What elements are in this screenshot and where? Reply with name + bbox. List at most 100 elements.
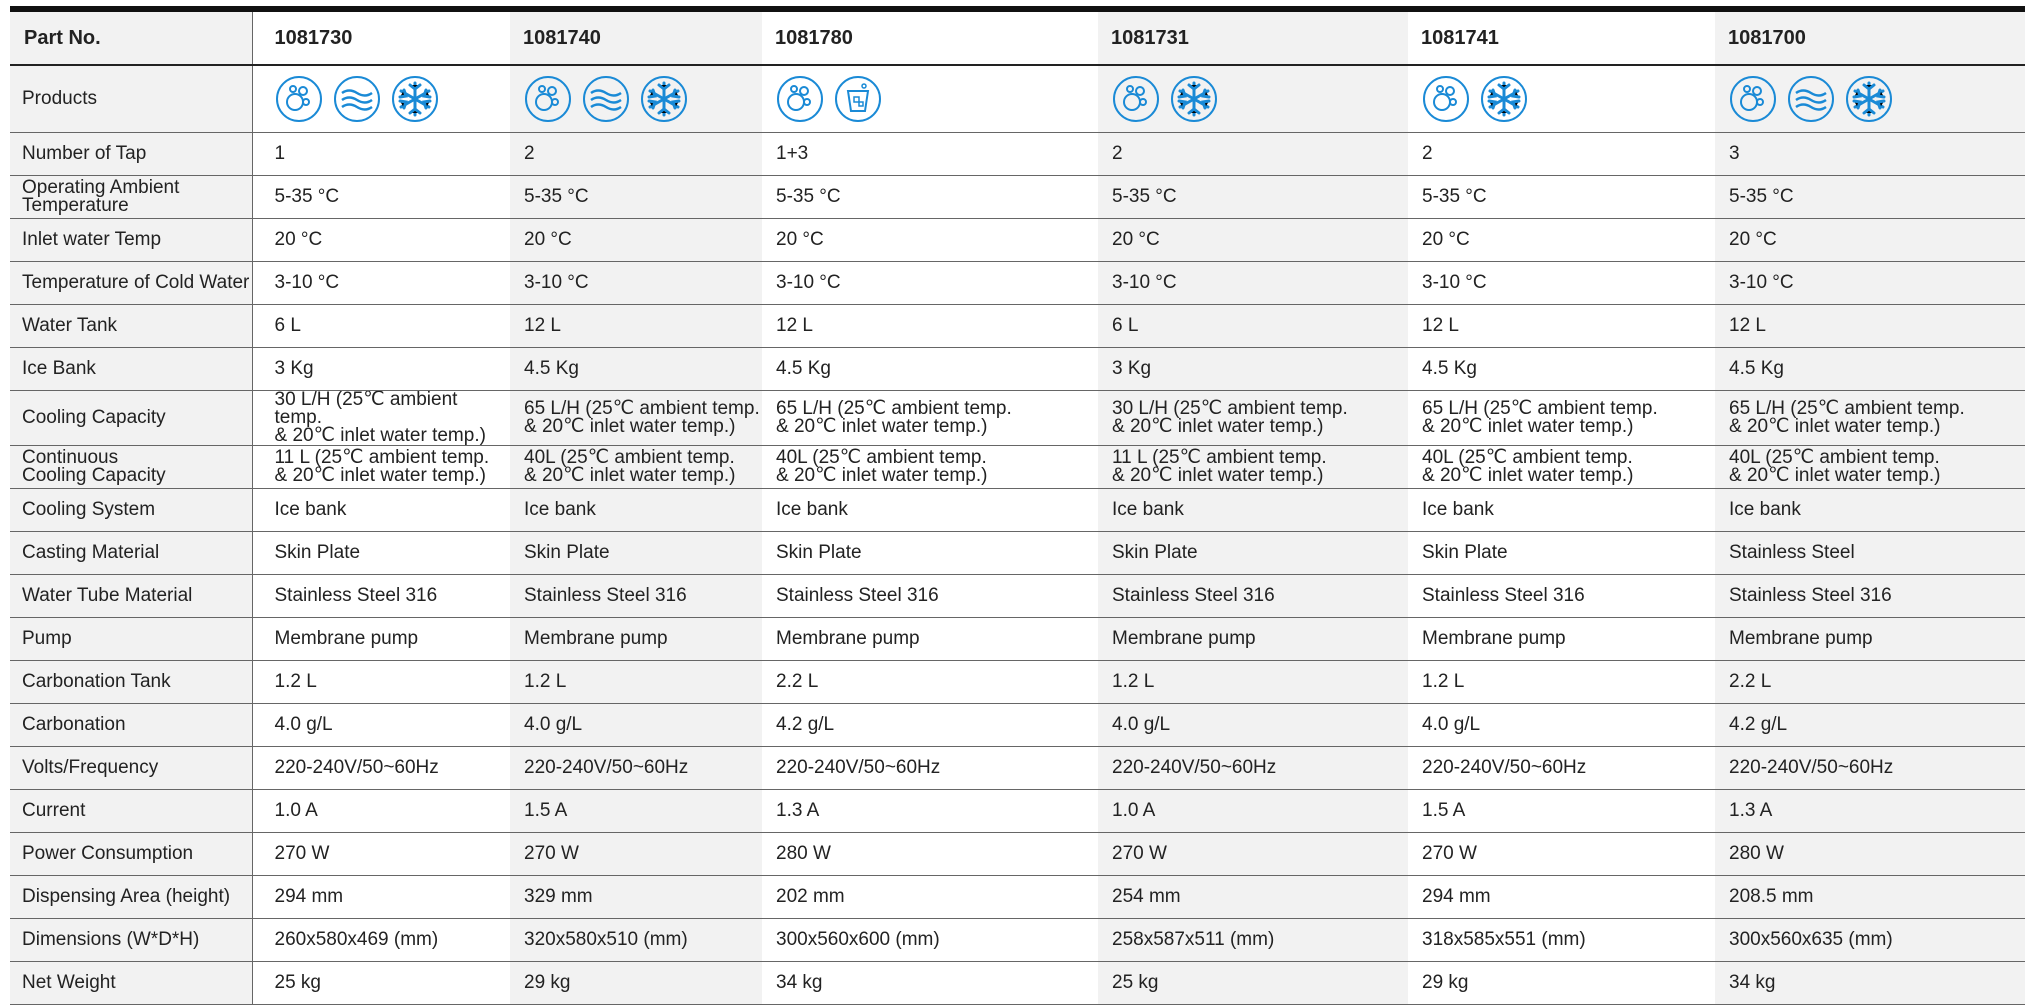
product-icons	[762, 65, 1098, 133]
spec-value: Membrane pump	[510, 617, 762, 661]
spec-value: Ice bank	[252, 488, 510, 532]
spec-value: 270 W	[510, 832, 762, 876]
spec-value: 4.2 g/L	[1715, 703, 2025, 747]
spec-value: 318x585x551 (mm)	[1408, 918, 1715, 962]
spec-value: 20 °C	[510, 218, 762, 262]
spec-value: 3-10 °C	[762, 261, 1098, 305]
spec-value: Skin Plate	[762, 531, 1098, 575]
row-label: Continuous Cooling Capacity	[10, 445, 253, 489]
spec-value: Stainless Steel 316	[510, 574, 762, 618]
spec-value: 30 L/H (25℃ ambient temp. & 20℃ inlet wa…	[252, 390, 510, 446]
spec-value: 65 L/H (25℃ ambient temp. & 20℃ inlet wa…	[1715, 390, 2025, 446]
spec-value: 3-10 °C	[1408, 261, 1715, 305]
top-rule	[10, 6, 2025, 12]
spec-row: Dispensing Area (height) 294 mm 329 mm 202 …	[10, 875, 2025, 919]
spec-value: 1.0 A	[252, 789, 510, 833]
spec-value: 25 kg	[252, 961, 510, 1005]
icon-sparkling	[275, 75, 323, 123]
spec-value: 1.2 L	[1408, 660, 1715, 704]
spec-value: Ice bank	[1715, 488, 2025, 532]
spec-value: Stainless Steel 316	[252, 574, 510, 618]
spec-value: 1.2 L	[252, 660, 510, 704]
spec-value: 5-35 °C	[1408, 175, 1715, 219]
spec-value: 12 L	[510, 304, 762, 348]
row-label: Cooling Capacity	[10, 390, 253, 446]
spec-row: Temperature of Cold Water 3-10 °C 3-10 °C 3…	[10, 261, 2025, 305]
spec-row: Water Tube Material Stainless Steel 316 St…	[10, 574, 2025, 618]
icon-still	[1787, 75, 1835, 123]
spec-value: 5-35 °C	[252, 175, 510, 219]
spec-value: 280 W	[762, 832, 1098, 876]
spec-value: 4.5 Kg	[762, 347, 1098, 391]
row-label: Inlet water Temp	[10, 218, 253, 262]
spec-value: Membrane pump	[252, 617, 510, 661]
spec-value: 1.3 A	[1715, 789, 2025, 833]
spec-row: Current 1.0 A 1.5 A 1.3 A 1.0 A 1.5 A 1.3 A	[10, 789, 2025, 833]
spec-value: 20 °C	[1408, 218, 1715, 262]
header-row: Part No. 1081730 1081740 1081780 1081731 1081…	[10, 12, 2025, 66]
spec-value: 3 Kg	[1098, 347, 1408, 391]
icon-sparkling	[776, 75, 824, 123]
spec-value: 4.0 g/L	[510, 703, 762, 747]
spec-value: 2	[1098, 132, 1408, 176]
row-label: Pump	[10, 617, 253, 661]
spec-value: 220-240V/50~60Hz	[510, 746, 762, 790]
icon-sparkling	[1112, 75, 1160, 123]
row-label: Carbonation	[10, 703, 253, 747]
part-number: 1081780	[762, 12, 1098, 66]
icon-cold	[391, 75, 439, 123]
spec-row: Cooling System Ice bank Ice bank Ice bank Ic…	[10, 488, 2025, 532]
spec-value: 270 W	[1408, 832, 1715, 876]
spec-value: 220-240V/50~60Hz	[1715, 746, 2025, 790]
spec-value: 12 L	[1408, 304, 1715, 348]
icon-ice	[834, 75, 882, 123]
spec-row: Operating Ambient Temperature 5-35 °C 5-35…	[10, 175, 2025, 219]
spec-value: Skin Plate	[1098, 531, 1408, 575]
spec-value: 40L (25℃ ambient temp. & 20℃ inlet water…	[510, 445, 762, 489]
spec-value: 280 W	[1715, 832, 2025, 876]
spec-value: 6 L	[252, 304, 510, 348]
spec-value: 2	[510, 132, 762, 176]
spec-value: 4.0 g/L	[1408, 703, 1715, 747]
spec-value: 4.5 Kg	[510, 347, 762, 391]
spec-value: 2.2 L	[762, 660, 1098, 704]
spec-value: Stainless Steel 316	[1715, 574, 2025, 618]
spec-value: 20 °C	[1098, 218, 1408, 262]
spec-row: Cooling Capacity 30 L/H (25℃ ambient temp…	[10, 390, 2025, 446]
spec-value: 270 W	[252, 832, 510, 876]
spec-value: 3-10 °C	[1715, 261, 2025, 305]
spec-value: 220-240V/50~60Hz	[1408, 746, 1715, 790]
spec-value: 4.0 g/L	[1098, 703, 1408, 747]
row-label: Operating Ambient Temperature	[10, 175, 253, 219]
row-label: Casting Material	[10, 531, 253, 575]
spec-value: 1	[252, 132, 510, 176]
spec-row: Power Consumption 270 W 270 W 280 W 270 W 270…	[10, 832, 2025, 876]
spec-table: Part No. 1081730 1081740 1081780 1081731 1081…	[10, 12, 2025, 1005]
spec-value: Stainless Steel 316	[1098, 574, 1408, 618]
spec-value: Membrane pump	[1715, 617, 2025, 661]
spec-value: 20 °C	[252, 218, 510, 262]
spec-value: 329 mm	[510, 875, 762, 919]
spec-value: Stainless Steel 316	[1408, 574, 1715, 618]
spec-value: 20 °C	[762, 218, 1098, 262]
icon-cold	[1845, 75, 1893, 123]
icon-still	[582, 75, 630, 123]
spec-value: 11 L (25℃ ambient temp. & 20℃ inlet wate…	[252, 445, 510, 489]
spec-value: 220-240V/50~60Hz	[252, 746, 510, 790]
spec-row: Dimensions (W*D*H) 260x580x469 (mm) 320x58…	[10, 918, 2025, 962]
spec-value: 6 L	[1098, 304, 1408, 348]
spec-value: 1.2 L	[1098, 660, 1408, 704]
spec-value: 270 W	[1098, 832, 1408, 876]
row-label: Products	[10, 65, 253, 133]
part-number: 1081740	[510, 12, 762, 66]
spec-value: 11 L (25℃ ambient temp. & 20℃ inlet wate…	[1098, 445, 1408, 489]
spec-row: Ice Bank 3 Kg 4.5 Kg 4.5 Kg 3 Kg 4.5 Kg 4.5 Kg	[10, 347, 2025, 391]
row-label: Power Consumption	[10, 832, 253, 876]
spec-value: 5-35 °C	[762, 175, 1098, 219]
row-label: Ice Bank	[10, 347, 253, 391]
spec-row: Pump Membrane pump Membrane pump Membrane p…	[10, 617, 2025, 661]
spec-value: 29 kg	[1408, 961, 1715, 1005]
spec-value: 34 kg	[762, 961, 1098, 1005]
spec-row: Net Weight 25 kg 29 kg 34 kg 25 kg 29 kg 34 kg	[10, 961, 2025, 1005]
